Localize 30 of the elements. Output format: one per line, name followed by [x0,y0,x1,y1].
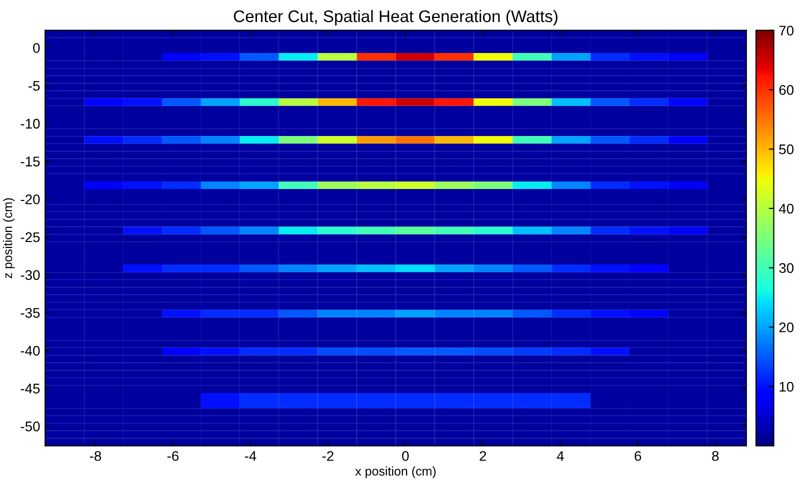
y-tick-label: -5 [28,81,40,91]
color-bar-label: 20 [779,322,794,332]
x-tick-label: 2 [480,451,486,461]
x-tick-label: 8 [712,451,719,461]
y-tick-label: -10 [20,118,40,129]
chart-title: Center Cut, Spatial Heat Generation (Watts) [234,10,558,26]
y-tick-label: -25 [20,232,40,242]
y-axis-title: z position (cm) [2,198,15,278]
color-bar-label: 30 [779,263,794,273]
x-tick-label: -8 [90,451,102,461]
x-tick-label: -2 [322,451,334,461]
y-tick-label: -50 [20,422,40,432]
color-bar-label: 70 [779,26,794,36]
y-tick-label: -35 [20,308,40,318]
color-bar-label: 40 [778,204,794,214]
color-bar-label: 50 [779,144,794,154]
x-axis-title: x position (cm) [355,466,436,478]
x-tick-label: 0 [402,451,409,461]
color-bar-label: 10 [780,382,794,392]
x-tick-label: -6 [167,451,179,461]
y-tick-label: -40 [20,346,40,356]
y-tick-label: -20 [20,194,40,204]
y-tick-label: 0 [33,43,40,53]
y-tick-label: -15 [20,156,40,166]
y-tick-label: -30 [20,270,40,280]
x-tick-label: 4 [556,451,564,461]
x-tick-label: -4 [244,451,256,461]
x-tick-label: 6 [634,451,642,461]
y-tick-label: -45 [20,384,40,394]
color-bar-label: 60 [779,85,794,95]
